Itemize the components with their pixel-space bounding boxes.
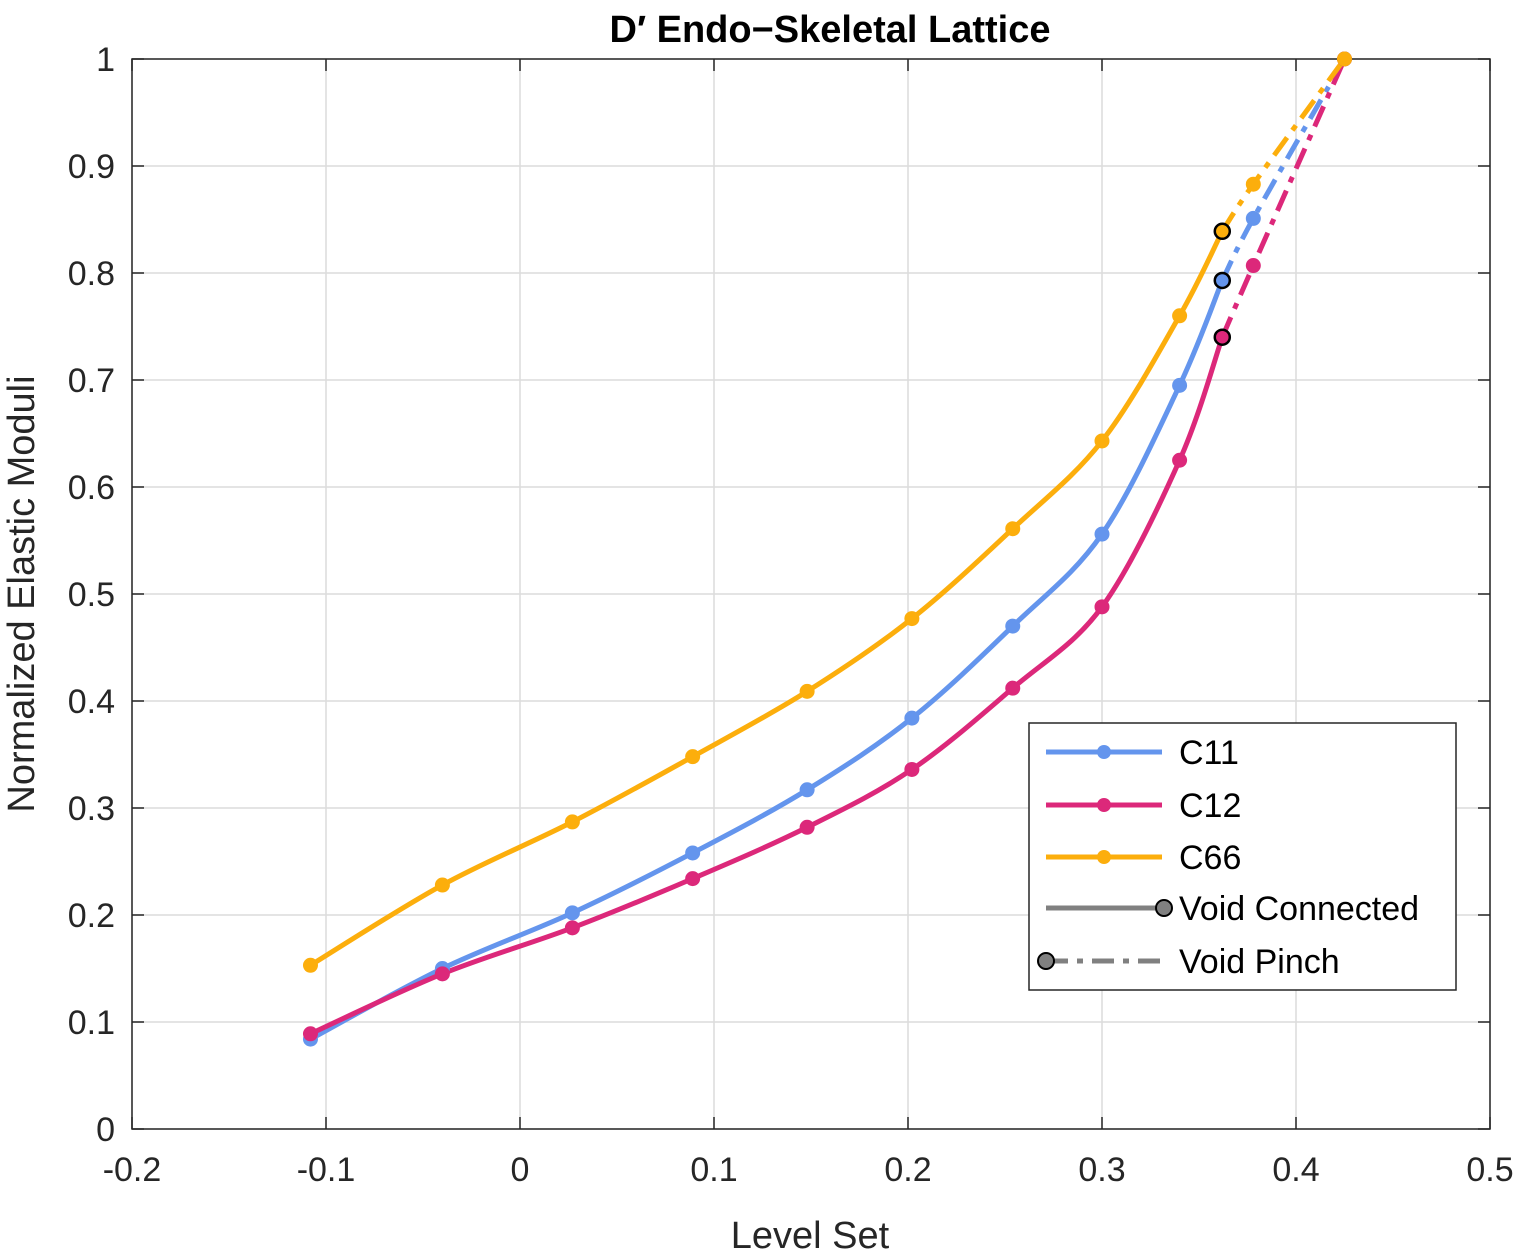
- data-point-c12: [1005, 680, 1021, 696]
- series-line-c11-connected: [307, 277, 1225, 1042]
- legend-marker-void-pinch: [1037, 952, 1055, 970]
- x-axis-label: Level Set: [731, 1215, 890, 1253]
- data-point-c11: [1245, 210, 1261, 226]
- y-tick-label: 0.3: [68, 790, 115, 828]
- data-point-c12: [434, 966, 450, 982]
- series-layer: [307, 57, 1347, 1042]
- transition-point-c11: [1213, 271, 1232, 290]
- data-point-c12: [1094, 599, 1110, 615]
- data-point-c11: [904, 710, 920, 726]
- data-point-c12: [685, 871, 701, 887]
- data-point-c12: [904, 761, 920, 777]
- data-point-c11: [1005, 618, 1021, 634]
- y-tick-label: 0: [96, 1111, 115, 1149]
- transition-point-c66: [1213, 222, 1232, 241]
- series-line-c66-connected: [307, 228, 1225, 968]
- chart-title: D′ Endo−Skeletal Lattice: [610, 9, 1051, 51]
- x-tick-label: -0.2: [103, 1151, 162, 1189]
- tick-marks: [131, 58, 1491, 1130]
- y-tick-label: 1: [96, 41, 115, 79]
- series-line-c12-connected: [307, 334, 1225, 1037]
- data-point-c66: [799, 683, 815, 699]
- data-point-c66: [1337, 51, 1352, 67]
- tick-labels: -0.2 -0.1 0 0.1 0.2 0.3 0.4 0.5 0 0.1 0.2 0.3 0.4 0.5…: [68, 41, 1514, 1189]
- data-point-c66: [1245, 176, 1261, 192]
- data-point-c66: [1094, 433, 1110, 449]
- data-point-c11: [799, 782, 815, 798]
- series-line-c66-pinch: [1220, 57, 1347, 233]
- y-tick-label: 0.8: [68, 255, 115, 293]
- legend-marker-c66: [1097, 850, 1111, 864]
- x-tick-label: 0.3: [1078, 1151, 1125, 1189]
- data-point-c11: [1094, 526, 1110, 542]
- legend-label-void-connected: Void Connected: [1179, 890, 1419, 928]
- legend-label-c66: C66: [1179, 839, 1241, 877]
- y-tick-label: 0.4: [68, 683, 115, 721]
- legend-label-c12: C12: [1179, 787, 1241, 825]
- data-point-c66: [564, 814, 580, 830]
- legend: C11 C12 C66 Void Connected Void Pinch: [1028, 722, 1457, 991]
- data-point-c11: [685, 845, 701, 861]
- data-point-c66: [434, 877, 450, 893]
- series-line-c11-pinch: [1220, 57, 1347, 282]
- legend-label-void-pinch: Void Pinch: [1179, 943, 1340, 981]
- x-tick-label: 0: [511, 1151, 530, 1189]
- data-point-c66: [1172, 308, 1188, 324]
- y-tick-label: 0.2: [68, 897, 115, 935]
- y-tick-label: 0.1: [68, 1004, 115, 1042]
- x-tick-label: -0.1: [297, 1151, 356, 1189]
- data-point-c12: [564, 920, 580, 936]
- markers-layer: [302, 51, 1352, 1047]
- grid: [131, 58, 1491, 1130]
- x-tick-label: 0.4: [1272, 1151, 1319, 1189]
- data-point-c11: [1172, 377, 1188, 393]
- data-point-c11: [564, 905, 580, 921]
- y-tick-label: 0.5: [68, 576, 115, 614]
- data-point-c12: [1172, 452, 1188, 468]
- legend-marker-c11: [1097, 745, 1111, 759]
- y-tick-label: 0.9: [68, 148, 115, 186]
- series-line-c12-pinch: [1219, 57, 1347, 339]
- transition-point-c12: [1213, 328, 1232, 346]
- x-tick-label: 0.1: [690, 1151, 737, 1189]
- x-tick-label: 0.5: [1466, 1151, 1513, 1189]
- legend-label-c11: C11: [1179, 734, 1239, 772]
- y-tick-label: 0.6: [68, 469, 115, 507]
- data-point-c12: [302, 1026, 318, 1042]
- y-axis-label: Normalized Elastic Moduli: [1, 375, 43, 812]
- legend-marker-c12: [1097, 798, 1111, 812]
- y-tick-label: 0.7: [68, 362, 115, 400]
- data-point-c12: [1245, 258, 1261, 274]
- data-point-c12: [799, 819, 815, 835]
- legend-marker-void-connected: [1155, 899, 1173, 917]
- data-point-c66: [904, 611, 920, 627]
- data-point-c66: [1005, 521, 1021, 537]
- data-point-c66: [302, 957, 318, 973]
- x-tick-label: 0.2: [884, 1151, 931, 1189]
- data-point-c66: [685, 749, 701, 765]
